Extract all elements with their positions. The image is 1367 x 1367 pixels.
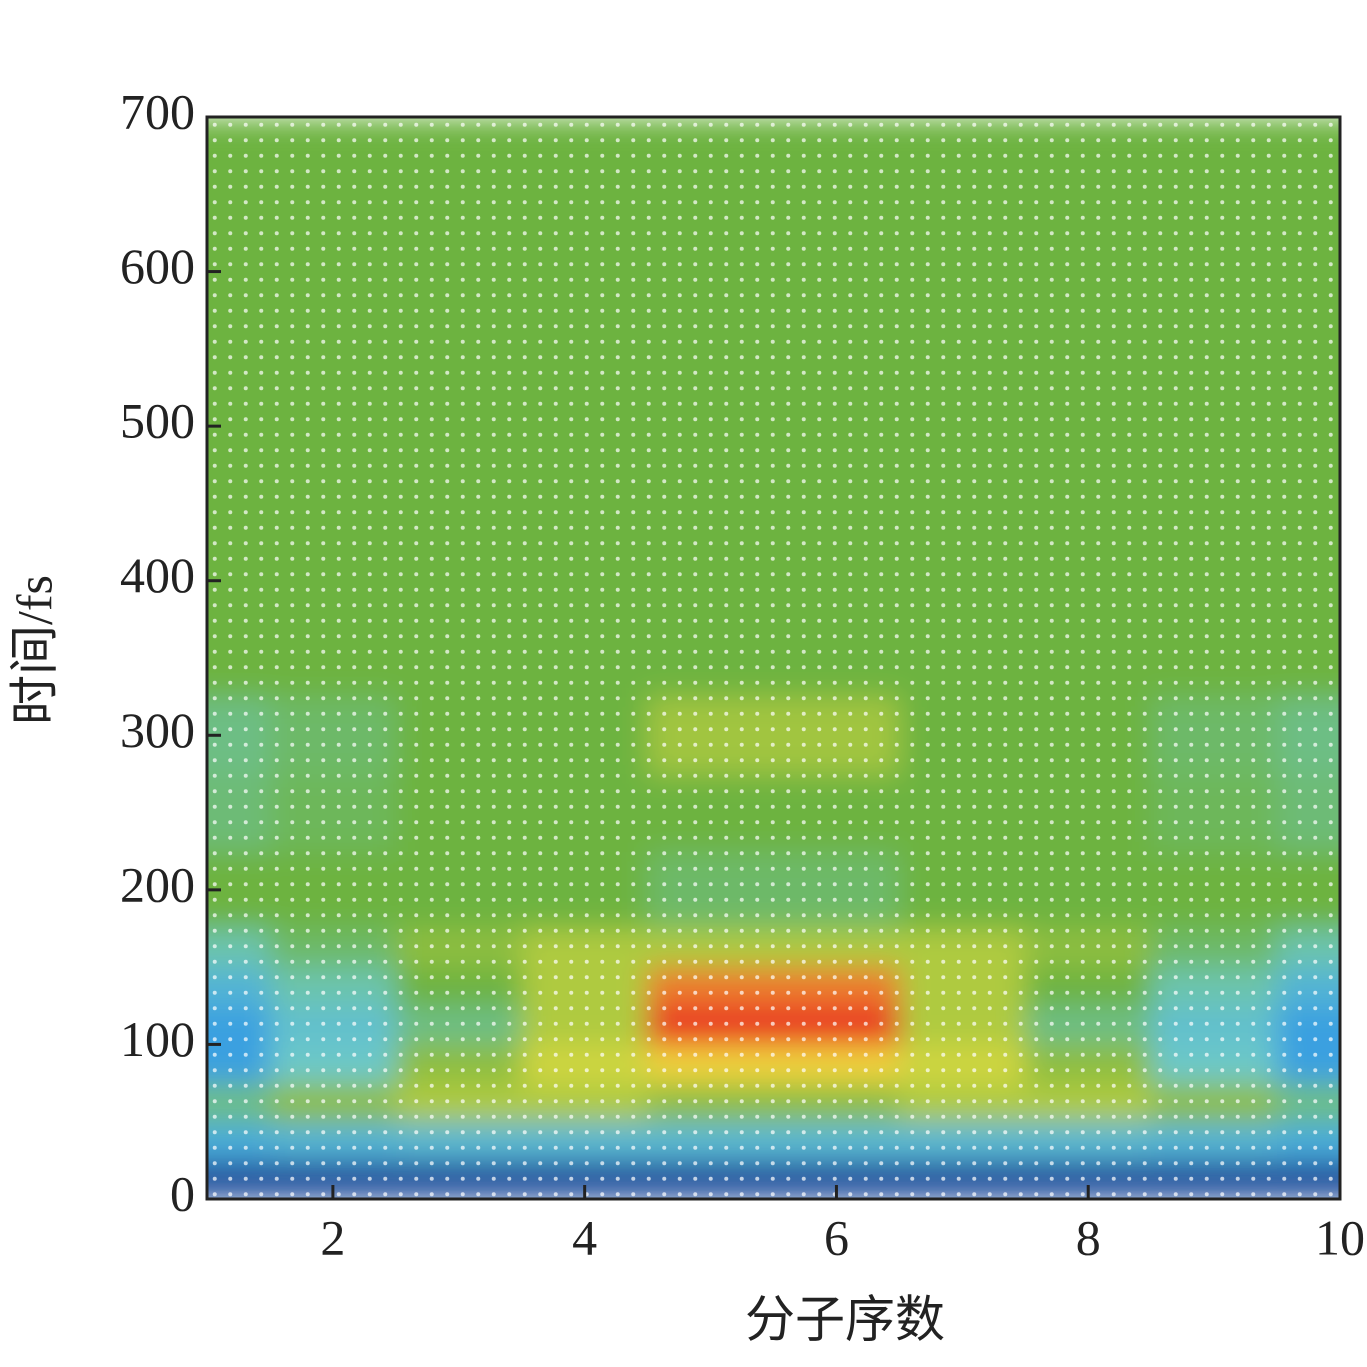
plot-area [207, 117, 1340, 1199]
x-tick-label: 2 [320, 1209, 345, 1265]
y-tick-label: 200 [120, 856, 195, 912]
y-tick-label: 500 [120, 393, 195, 449]
y-tick-label: 100 [120, 1011, 195, 1067]
y-tick-label: 400 [120, 547, 195, 603]
y-axis-label: 时间/fs [6, 575, 62, 725]
x-tick-label: 6 [824, 1209, 849, 1265]
x-tick-label: 4 [572, 1209, 597, 1265]
y-tick-label: 0 [170, 1165, 195, 1221]
x-tick-label: 8 [1076, 1209, 1101, 1265]
y-tick-label: 300 [120, 702, 195, 758]
y-tick-label: 700 [120, 83, 195, 139]
plot-frame [205, 115, 1342, 1201]
y-tick-label: 600 [120, 238, 195, 294]
dot-overlay [207, 117, 1340, 1199]
x-axis-label: 分子序数 [745, 1291, 945, 1347]
x-tick-label: 10 [1315, 1209, 1365, 1265]
